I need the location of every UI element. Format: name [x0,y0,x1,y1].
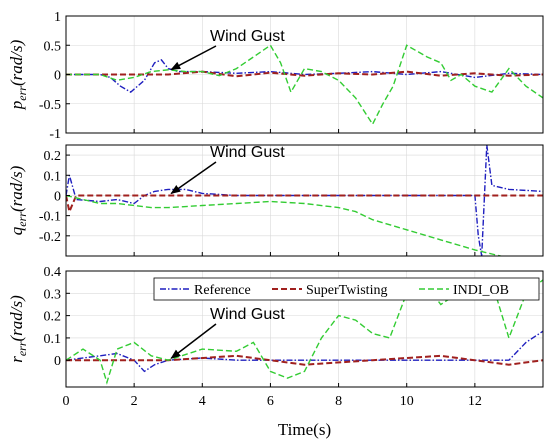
wind-gust-annotation: Wind Gust [210,306,285,323]
axes-frame [65,270,544,388]
y-tick-label: 0 [54,354,61,369]
y-tick-label: 0.5 [44,39,62,54]
subplot-q: -0.2 -0.1 0 0.1 0.2 qerr(rad/s) Wind Gust [7,144,544,257]
axes-frame [65,144,544,257]
x-tick-label: 4 [199,394,206,409]
y-tick-label: 0.1 [44,332,62,347]
series-line-supertwisting [66,70,543,78]
y-axis-label: perr(rad/s) [7,39,29,110]
y-tick-label: -0.5 [39,98,61,113]
y-tick-label: 0 [54,189,61,204]
x-tick-label: 2 [131,394,138,409]
y-tick-label: 0.3 [44,287,62,302]
series-line-reference [66,145,543,256]
series-line-supertwisting [66,194,543,215]
annotation-arrow [170,323,217,359]
x-axis-label: Time(s) [278,420,331,439]
y-tick-label: 0.4 [44,265,62,280]
x-tick-label: 8 [335,394,342,409]
y-tick-label: 0.1 [44,169,62,184]
legend-box [153,277,540,301]
annotation-arrow [170,45,217,71]
x-tick-label: 0 [63,394,70,409]
subplot-r: 0 0.1 0.2 0.3 0.4 0 2 4 6 8 10 12 Time(s) rerr(rad/s)… [7,265,544,439]
x-tick-label: 12 [468,394,482,409]
x-tick-label: 6 [267,394,274,409]
series-line-indi-ob [66,194,504,256]
y-tick-label: 0.2 [44,310,62,325]
y-tick-label: -0.2 [39,230,61,245]
legend-label-supertwisting: SuperTwisting [306,283,387,298]
legend-label-reference: Reference [194,283,251,298]
y-tick-label: 0.2 [44,149,62,164]
legend: Reference SuperTwisting INDI_OB [153,277,540,301]
series-line-reference [66,59,543,93]
x-tick-label: 10 [400,394,414,409]
series-line-indi-ob [66,44,543,126]
y-tick-label: -1 [49,127,61,142]
y-tick-label: 1 [54,10,61,25]
wind-gust-annotation: Wind Gust [210,28,285,45]
y-axis-label: rerr(rad/s) [7,295,29,363]
annotation-arrow [170,161,217,195]
legend-label-indi-ob: INDI_OB [453,283,509,298]
y-tick-label: 0 [54,69,61,84]
wind-gust-annotation: Wind Gust [210,144,285,161]
y-tick-label: -0.1 [39,210,61,225]
series-line-supertwisting [66,354,543,366]
y-axis-label: qerr(rad/s) [7,165,29,235]
subplot-p: -1 -0.5 0 0.5 1 perr(rad/s) Wind Gust [7,10,544,142]
